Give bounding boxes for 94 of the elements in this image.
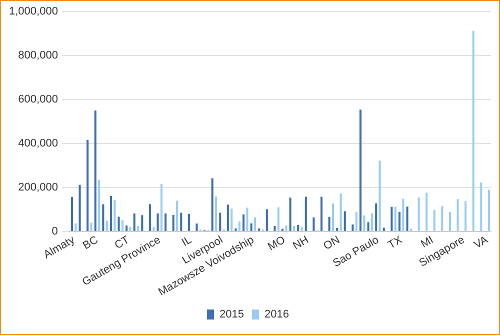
bar: [86, 140, 89, 231]
bar: [340, 193, 342, 231]
y-tick-label: 200,000: [18, 182, 58, 194]
bar: [176, 200, 178, 231]
bar: [441, 206, 444, 231]
legend-label: 2015: [220, 308, 244, 321]
bar: [418, 197, 420, 231]
bar: [246, 208, 248, 231]
bar: [304, 196, 307, 231]
bar: [196, 224, 198, 231]
bar: [359, 110, 362, 231]
bar: [289, 198, 292, 231]
bar: [219, 212, 222, 231]
bar: [164, 213, 167, 231]
bar: [375, 203, 378, 231]
bar: [137, 226, 140, 231]
bar: [160, 184, 162, 231]
bar: [398, 212, 400, 231]
bar: [180, 212, 182, 231]
bar: [363, 215, 366, 231]
bar: [480, 182, 482, 231]
bar: [90, 222, 92, 231]
bar: [336, 228, 338, 231]
x-tick-label: ON: [322, 234, 342, 253]
bar: [426, 192, 428, 231]
bar: [250, 223, 252, 231]
bar: [211, 178, 214, 231]
x-tick-label: NH: [291, 234, 311, 252]
bar: [488, 190, 490, 231]
y-tick-label: 0: [52, 225, 58, 238]
bar: [156, 213, 159, 231]
bar: [129, 227, 132, 231]
bar: [148, 204, 151, 231]
bar: [118, 216, 120, 231]
x-tick-label: TX: [386, 234, 405, 252]
bar: [382, 228, 385, 231]
bar: [285, 226, 288, 231]
bar: [102, 204, 104, 231]
bar: [332, 204, 334, 231]
bar: [274, 226, 276, 231]
bar: [367, 222, 370, 231]
bar: [320, 196, 323, 231]
bar: [215, 196, 218, 231]
bar: [234, 228, 237, 231]
bar: [98, 180, 100, 231]
bar: [456, 199, 459, 231]
bar: [344, 211, 346, 231]
bar: [370, 213, 374, 231]
bar: [297, 224, 300, 231]
bar: [141, 215, 144, 231]
bar: [242, 214, 245, 231]
x-tick-label: MO: [266, 234, 288, 254]
bar: [328, 216, 330, 231]
y-tick-label: 400,000: [18, 138, 58, 150]
y-tick-label: 1,000,000: [9, 6, 58, 18]
bar: [352, 224, 354, 231]
bar: [293, 226, 296, 231]
bar: [355, 212, 358, 231]
bar: [254, 217, 256, 231]
bar: [472, 30, 474, 231]
bar: [312, 217, 315, 231]
bar: [78, 184, 81, 231]
bar: [406, 206, 408, 231]
bar: [258, 228, 260, 231]
y-tick-label: 800,000: [18, 50, 58, 62]
bar: [378, 160, 381, 231]
bar: [394, 206, 396, 231]
bar: [110, 196, 112, 231]
bar: [226, 204, 229, 231]
y-tick-label: 600,000: [18, 94, 58, 106]
bar: [266, 209, 268, 231]
bar: [114, 200, 116, 231]
bar: [433, 210, 436, 231]
legend-label: 2016: [264, 308, 289, 321]
bar: [230, 208, 233, 231]
bar: [402, 198, 404, 231]
bar: [133, 213, 136, 231]
bar: [70, 196, 73, 231]
bar: [390, 206, 393, 231]
bar: [94, 110, 96, 231]
bar: [448, 212, 451, 231]
bar: [152, 227, 155, 231]
bar: [172, 214, 174, 231]
bar: [277, 207, 280, 231]
bar: [106, 220, 108, 231]
bar: [126, 226, 128, 231]
bar: [464, 201, 467, 231]
bar: [188, 214, 190, 231]
x-tick-label: VA: [472, 234, 491, 252]
bar: [238, 222, 240, 231]
bar: [74, 223, 77, 231]
bar: [121, 220, 124, 231]
bar: [300, 226, 303, 231]
x-tick-label: BC: [81, 234, 100, 252]
